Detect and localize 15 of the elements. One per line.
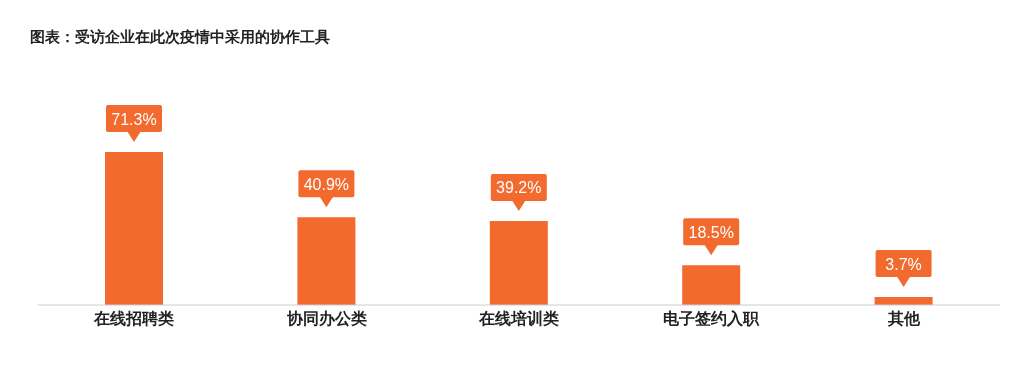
data-label: 18.5% bbox=[688, 223, 734, 241]
x-tick-label: 在线培训类 bbox=[478, 309, 559, 329]
data-label: 39.2% bbox=[496, 179, 542, 197]
x-tick-label: 协同办公类 bbox=[285, 309, 367, 329]
x-tick-label: 在线招聘类 bbox=[93, 309, 175, 329]
bar bbox=[489, 220, 548, 305]
x-tick-label: 电子签约入职 bbox=[663, 309, 761, 329]
bar bbox=[105, 152, 163, 305]
bar bbox=[682, 265, 741, 305]
x-tick-label: 其他 bbox=[886, 309, 921, 329]
data-label: 40.9% bbox=[303, 175, 350, 193]
data-label: 3.7% bbox=[885, 255, 922, 273]
data-label: 71.3% bbox=[111, 110, 157, 128]
bar bbox=[297, 217, 356, 305]
chart-title: 图表：受访企业在此次疫情中采用的协作工具 bbox=[30, 28, 330, 47]
